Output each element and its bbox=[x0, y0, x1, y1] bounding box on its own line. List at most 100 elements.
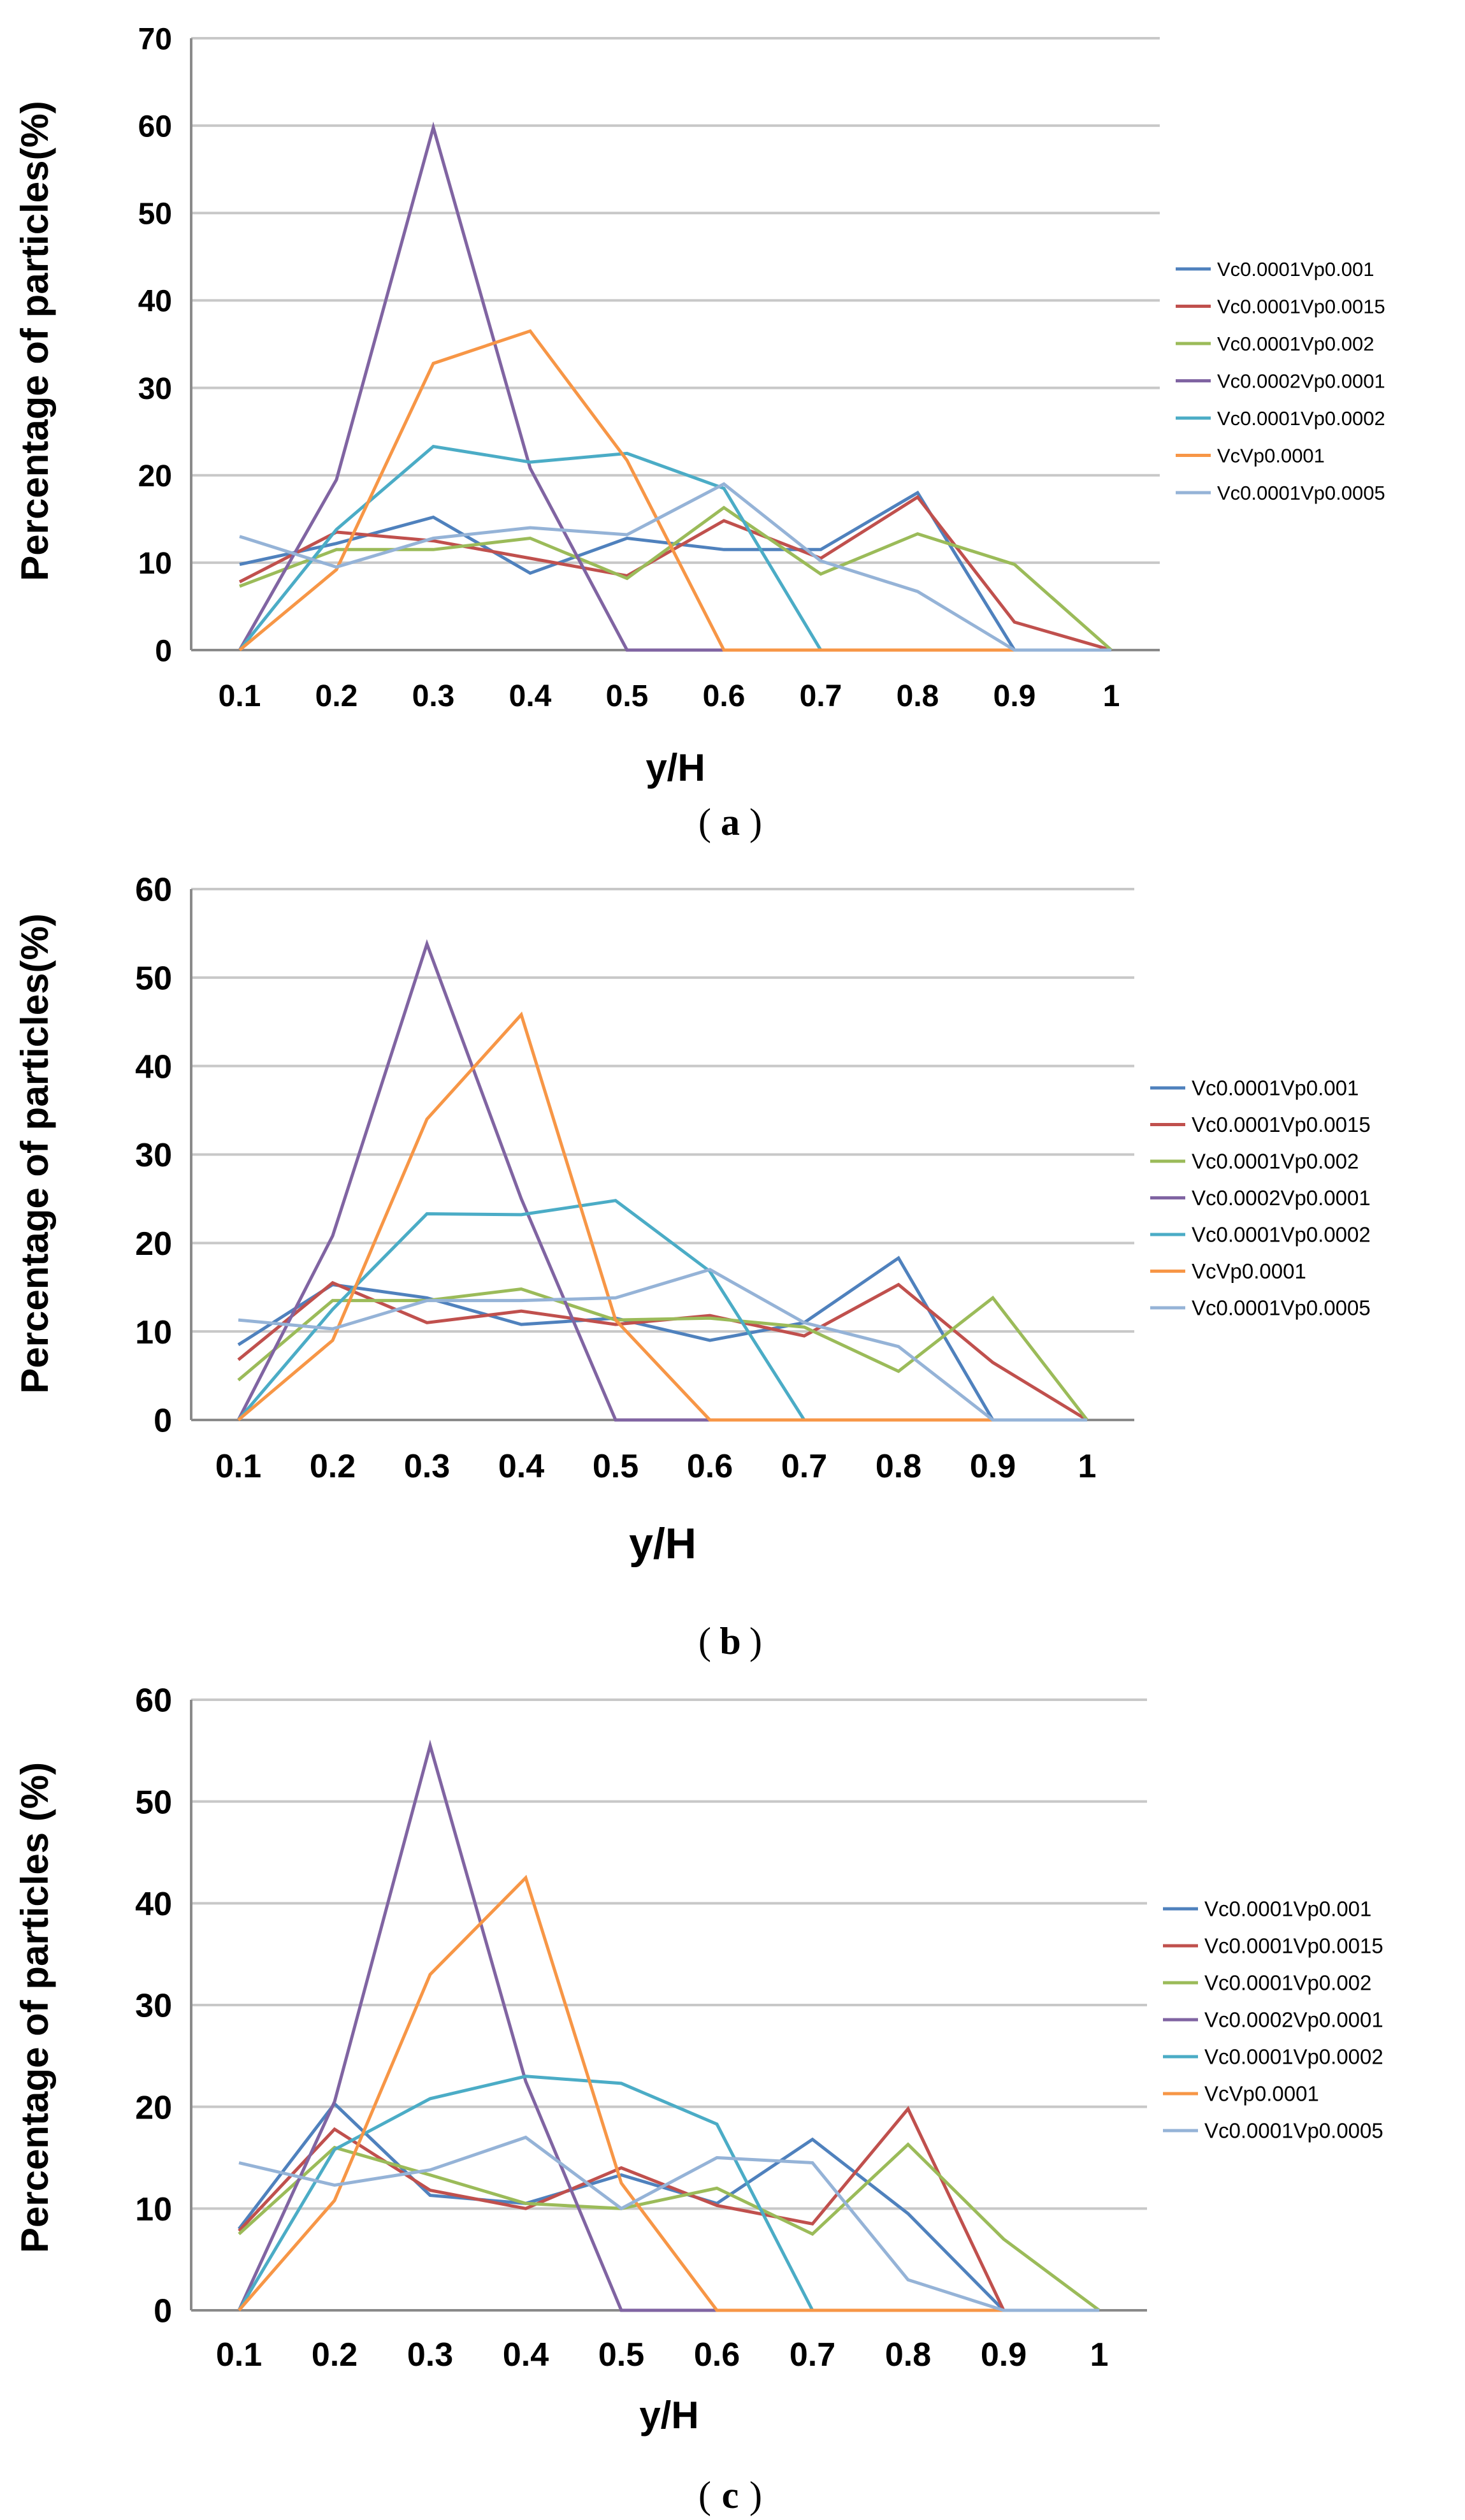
x-tick-label: 0.3 bbox=[404, 1448, 450, 1485]
x-tick-label: 0.6 bbox=[703, 679, 746, 713]
x-tick-label: 0.3 bbox=[412, 679, 455, 713]
legend-label: Vc0.0001Vp0.001 bbox=[1204, 1897, 1371, 1921]
series-line-Vc0.0001Vp0.0015 bbox=[237, 1280, 1088, 1422]
y-tick-label: 0 bbox=[154, 2293, 172, 2330]
caption-letter: b bbox=[719, 1620, 740, 1662]
y-tick-label: 20 bbox=[138, 460, 172, 493]
x-tick-label: 0.5 bbox=[598, 2336, 644, 2373]
caption-open-paren: ( bbox=[698, 2474, 711, 2516]
series-line-Vc0.0001Vp0.0005 bbox=[239, 482, 1111, 652]
x-tick-labels: 0.1 0.2 0.3 0.4 0.5 0.6 0.7 0.8 0.9 1 bbox=[216, 2336, 1109, 2373]
x-axis-title: y/H bbox=[646, 746, 705, 789]
legend-label: Vc0.0001Vp0.0002 bbox=[1217, 407, 1385, 430]
series-line-Vc0.0001Vp0.001 bbox=[237, 1256, 1087, 1422]
y-tick-label: 20 bbox=[135, 2089, 172, 2126]
y-tick-label: 50 bbox=[135, 960, 172, 997]
x-tick-label: 0.2 bbox=[315, 679, 358, 713]
legend-label: Vc0.0001Vp0.0015 bbox=[1204, 1934, 1383, 1958]
x-tick-label: 0.4 bbox=[498, 1448, 544, 1485]
caption-letter: a bbox=[721, 801, 740, 843]
y-tick-label: 30 bbox=[135, 1988, 172, 2025]
x-tick-label: 0.9 bbox=[993, 679, 1036, 713]
x-tick-label: 0.5 bbox=[606, 679, 649, 713]
legend-label: VcVp0.0001 bbox=[1204, 2082, 1319, 2106]
series-line-VcVp0.0001 bbox=[238, 329, 1111, 652]
legend-label: Vc0.0002Vp0.0001 bbox=[1217, 370, 1385, 392]
x-tick-label: 0.8 bbox=[897, 679, 939, 713]
series-line-Vc0.0002Vp0.0001 bbox=[236, 939, 1087, 1422]
series-line-Vc0.0001Vp0.0005 bbox=[238, 1268, 1087, 1422]
series-line-Vc0.0001Vp0.0005 bbox=[238, 2135, 1099, 2312]
panel-caption: ( b ) bbox=[698, 1620, 762, 1662]
y-tick-label: 30 bbox=[135, 1137, 172, 1174]
legend-label: Vc0.0001Vp0.0015 bbox=[1217, 295, 1385, 317]
x-tick-label: 0.3 bbox=[407, 2336, 453, 2373]
legend-label: Vc0.0001Vp0.002 bbox=[1192, 1150, 1359, 1173]
legend-label: Vc0.0002Vp0.0001 bbox=[1204, 2008, 1383, 2032]
x-tick-label: 0.9 bbox=[970, 1448, 1016, 1485]
series-lines bbox=[236, 939, 1088, 1422]
series-line-Vc0.0001Vp0.002 bbox=[237, 1287, 1088, 1421]
caption-open-paren: ( bbox=[698, 801, 711, 843]
x-tick-label: 0.1 bbox=[215, 1448, 261, 1485]
legend-label: Vc0.0001Vp0.002 bbox=[1217, 333, 1375, 355]
y-tick-label: 40 bbox=[138, 285, 172, 319]
x-tick-labels: 0.1 0.2 0.3 0.4 0.5 0.6 0.7 0.8 0.9 1 bbox=[215, 1448, 1097, 1485]
panel-caption: ( c ) bbox=[698, 2474, 762, 2516]
series-line-Vc0.0001Vp0.0015 bbox=[238, 495, 1112, 652]
legend: Vc0.0001Vp0.001 Vc0.0001Vp0.0015 Vc0.0001V… bbox=[1150, 1076, 1371, 1320]
y-tick-label: 60 bbox=[138, 110, 172, 143]
series-line-Vc0.0002Vp0.0001 bbox=[237, 1739, 1099, 2312]
y-tick-labels: 0 10 20 30 40 50 60 bbox=[135, 872, 172, 1440]
legend-label: Vc0.0001Vp0.0005 bbox=[1192, 1296, 1371, 1320]
legend-label: VcVp0.0001 bbox=[1192, 1259, 1306, 1283]
caption-close-paren: ) bbox=[749, 801, 762, 843]
x-tick-label: 1 bbox=[1078, 1448, 1097, 1485]
legend-label: Vc0.0001Vp0.0015 bbox=[1192, 1113, 1371, 1136]
series-line-Vc0.0001Vp0.002 bbox=[239, 505, 1113, 651]
caption-letter: c bbox=[722, 2474, 739, 2516]
x-tick-label: 0.6 bbox=[694, 2336, 740, 2373]
panel-caption: ( a ) bbox=[698, 801, 762, 843]
legend-label: Vc0.0001Vp0.0005 bbox=[1217, 482, 1385, 504]
y-axis-title: Percentage of particles(%) bbox=[13, 101, 56, 581]
x-tick-labels: 0.1 0.2 0.3 0.4 0.5 0.6 0.7 0.8 0.9 1 bbox=[219, 679, 1120, 713]
y-tick-label: 10 bbox=[135, 2191, 172, 2228]
y-tick-label: 40 bbox=[135, 1886, 172, 1923]
y-tick-label: 60 bbox=[135, 1683, 172, 1720]
x-tick-label: 0.6 bbox=[687, 1448, 733, 1485]
y-tick-label: 10 bbox=[138, 547, 172, 581]
x-tick-label: 0.1 bbox=[219, 679, 261, 713]
x-tick-label: 0.8 bbox=[885, 2336, 931, 2373]
chart-panel-a: 0 10 20 30 40 50 60 70 0.1 0.2 0.3 0.4 0.5 0.6 0.7 0.8… bbox=[13, 22, 1385, 843]
x-tick-label: 0.9 bbox=[981, 2336, 1027, 2373]
y-axis-title: Percentage of particles (%) bbox=[13, 1762, 56, 2253]
legend-label: Vc0.0001Vp0.0002 bbox=[1192, 1223, 1371, 1247]
x-tick-label: 0.8 bbox=[876, 1448, 921, 1485]
y-tick-label: 50 bbox=[138, 198, 172, 231]
gridlines bbox=[191, 1698, 1147, 2210]
caption-open-paren: ( bbox=[698, 1620, 711, 1662]
x-tick-label: 0.7 bbox=[790, 2336, 835, 2373]
y-tick-label: 20 bbox=[135, 1226, 172, 1263]
y-tick-label: 10 bbox=[135, 1314, 172, 1351]
x-tick-label: 0.5 bbox=[593, 1448, 639, 1485]
x-tick-label: 1 bbox=[1103, 679, 1120, 713]
x-axis-title: y/H bbox=[639, 2394, 698, 2437]
series-line-Vc0.0001Vp0.0002 bbox=[237, 1199, 1087, 1422]
y-axis-title: Percentage of particles(%) bbox=[13, 913, 56, 1394]
series-lines bbox=[237, 1739, 1101, 2312]
series-lines bbox=[238, 121, 1113, 652]
x-tick-label: 0.4 bbox=[509, 679, 552, 713]
series-line-Vc0.0001Vp0.001 bbox=[239, 490, 1111, 652]
legend-label: VcVp0.0001 bbox=[1217, 444, 1325, 467]
legend: Vc0.0001Vp0.001 Vc0.0001Vp0.0015 Vc0.0001V… bbox=[1163, 1897, 1383, 2143]
series-line-VcVp0.0001 bbox=[238, 1874, 1099, 2312]
x-axis-title: y/H bbox=[629, 1519, 696, 1568]
y-tick-label: 0 bbox=[155, 634, 172, 668]
y-tick-label: 30 bbox=[138, 372, 172, 406]
y-tick-label: 40 bbox=[135, 1048, 172, 1085]
x-tick-label: 0.2 bbox=[310, 1448, 356, 1485]
